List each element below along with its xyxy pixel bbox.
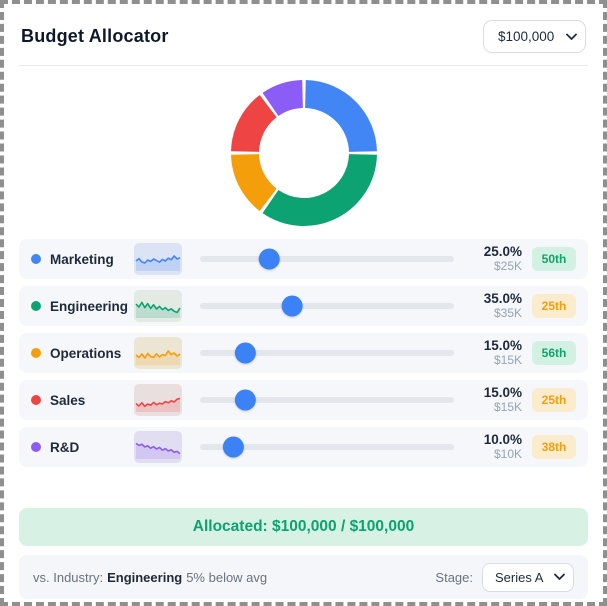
industry-name: Engineering (107, 569, 183, 585)
slider-track[interactable] (200, 397, 454, 403)
donut-segment-operations (230, 154, 277, 211)
allocated-banner: Allocated: $100,000 / $100,000 (19, 508, 588, 546)
category-label: R&D (50, 439, 80, 455)
stage-select[interactable]: Series A (482, 562, 574, 592)
percentile-badge: 50th (532, 247, 576, 271)
category-label: Engineering (50, 298, 129, 314)
industry-prefix: vs. Industry: (33, 569, 104, 585)
donut-segment-marketing (304, 80, 377, 152)
footer-bar: vs. Industry: Engineering 5% below avg Sta… (19, 555, 588, 599)
amount-value: $35K (493, 305, 522, 320)
slider-thumb[interactable] (234, 389, 256, 411)
category-color-dot (31, 301, 41, 311)
industry-note: 5% below avg (186, 569, 268, 585)
header: Budget Allocator $100,000 (19, 16, 588, 66)
allocation-slider[interactable] (200, 389, 454, 411)
amount-value: $10K (493, 446, 522, 461)
percentile-badge: 38th (532, 435, 576, 459)
percentile-badge: 56th (532, 341, 576, 365)
allocation-slider[interactable] (200, 295, 454, 317)
sparkline-chart (134, 431, 182, 463)
percentile-badge: 25th (532, 388, 576, 412)
sparkline-chart (134, 384, 182, 416)
percent-value: 35.0% (483, 291, 522, 307)
donut-segment-sales (230, 95, 277, 152)
category-label: Operations (50, 345, 122, 361)
page-title: Budget Allocator (21, 26, 169, 46)
stage-control: Stage: Series A (435, 562, 574, 592)
donut-segment-engineering (262, 154, 377, 226)
slider-thumb[interactable] (234, 342, 256, 364)
percentile-badge: 25th (532, 294, 576, 318)
stage-select-wrap: Series A (482, 562, 574, 592)
amount-value: $15K (493, 399, 522, 414)
allocation-rows: Marketing 25.0% $25K 50th Engineering 35… (19, 239, 588, 467)
industry-comparison: vs. Industry: Engineering 5% below avg (33, 570, 267, 585)
allocation-slider[interactable] (200, 248, 454, 270)
percent-value: 10.0% (483, 432, 522, 448)
sparkline-chart (134, 337, 182, 369)
value-block: 10.0% $10K (470, 432, 522, 461)
category-color-dot (31, 254, 41, 264)
slider-track[interactable] (200, 444, 454, 450)
slider-thumb[interactable] (258, 248, 280, 270)
budget-select[interactable]: $100,000 (483, 20, 586, 53)
percent-value: 25.0% (483, 244, 522, 260)
category-color-dot (31, 395, 41, 405)
slider-track[interactable] (200, 350, 454, 356)
amount-value: $15K (493, 352, 522, 367)
value-block: 25.0% $25K (470, 244, 522, 273)
allocation-row-sales: Sales 15.0% $15K 25th (19, 380, 588, 420)
budget-select-wrap: $100,000 (483, 20, 586, 53)
value-block: 15.0% $15K (470, 385, 522, 414)
percent-value: 15.0% (483, 385, 522, 401)
category-color-dot (31, 442, 41, 452)
allocation-slider[interactable] (200, 436, 454, 458)
value-block: 15.0% $15K (470, 338, 522, 367)
allocated-text: Allocated: $100,000 / $100,000 (192, 518, 415, 535)
allocation-row-engineering: Engineering 35.0% $35K 25th (19, 286, 588, 326)
value-block: 35.0% $35K (470, 291, 522, 320)
category-label: Sales (50, 392, 86, 408)
allocation-slider[interactable] (200, 342, 454, 364)
allocation-row-rd: R&D 10.0% $10K 38th (19, 427, 588, 467)
slider-thumb[interactable] (281, 295, 303, 317)
donut-segment-rd (262, 80, 303, 116)
donut-chart (19, 66, 588, 239)
slider-track[interactable] (200, 303, 454, 309)
stage-label: Stage: (435, 569, 473, 585)
percent-value: 15.0% (483, 338, 522, 354)
allocation-row-marketing: Marketing 25.0% $25K 50th (19, 239, 588, 279)
slider-track[interactable] (200, 256, 454, 262)
category-label: Marketing (50, 251, 114, 267)
slider-thumb[interactable] (223, 436, 245, 458)
category-color-dot (31, 348, 41, 358)
allocation-row-operations: Operations 15.0% $15K 56th (19, 333, 588, 373)
sparkline-chart (134, 243, 182, 275)
sparkline-chart (134, 290, 182, 322)
amount-value: $25K (493, 258, 522, 273)
